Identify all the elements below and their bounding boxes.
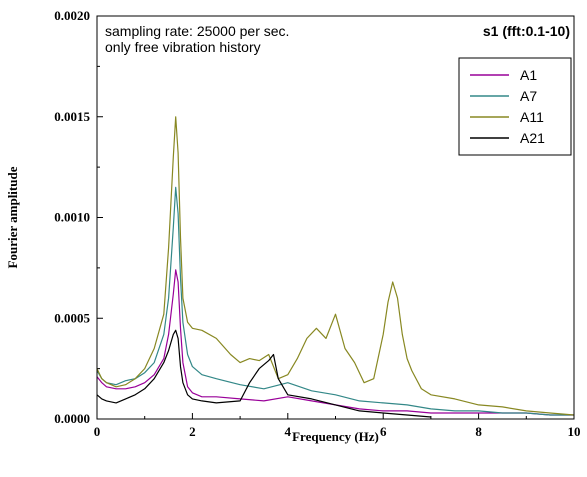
legend-label-a7: A7 (520, 88, 537, 104)
sampling-rate-annotation: sampling rate: 25000 per sec. (105, 23, 289, 39)
y-tick-label: 0.0015 (54, 109, 90, 124)
y-tick-label: 0.0000 (54, 411, 90, 426)
y-tick-label: 0.0005 (54, 310, 90, 325)
legend-box (458, 57, 572, 156)
series-line-a1 (96, 269, 574, 416)
legend-label-a11: A11 (520, 109, 544, 125)
series-line-a7 (96, 186, 574, 416)
fft-corner-annotation: s1 (fft:0.1-10) (483, 23, 570, 39)
x-tick-label: 4 (285, 424, 292, 439)
x-tick-label: 6 (380, 424, 387, 439)
free-vibration-annotation: only free vibration history (105, 39, 261, 55)
x-tick-label: 10 (568, 424, 581, 439)
x-tick-label: 2 (189, 424, 196, 439)
legend: A1 A7 A11 A21 (458, 57, 572, 156)
y-axis-title: Fourier amplitude (5, 166, 20, 268)
series-layer (96, 116, 575, 418)
legend-label-a21: A21 (520, 130, 545, 146)
x-tick-label: 8 (475, 424, 482, 439)
series-line-a21 (96, 329, 431, 418)
x-tick-label: 0 (94, 424, 101, 439)
y-tick-label: 0.0020 (54, 8, 90, 23)
y-tick-label: 0.0010 (54, 210, 90, 225)
series-line-a11 (96, 116, 575, 416)
y-axis-ticks: 0.0000 0.0005 0.0010 0.0015 0.0020 (54, 8, 103, 426)
x-axis-title: Frequency (Hz) (292, 429, 379, 444)
legend-label-a1: A1 (520, 67, 537, 83)
plot-frame (96, 15, 575, 420)
